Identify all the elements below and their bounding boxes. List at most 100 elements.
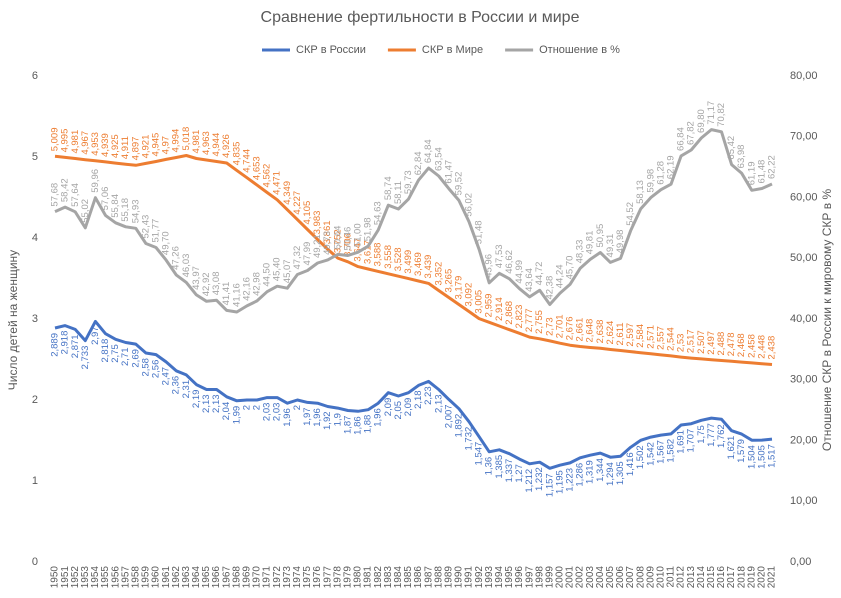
data-label: 54,63 [373,201,384,225]
data-label: 41,41 [221,282,232,306]
data-label: 4,945 [151,133,162,157]
data-label: 2,75 [110,344,121,363]
x-tick-label: 2020 [756,566,767,589]
data-label: 47,32 [292,246,303,270]
data-label: 56,02 [464,193,475,217]
data-label: 45,40 [272,257,283,281]
data-label: 1,732 [464,427,475,451]
data-label: 1,517 [766,444,777,468]
data-label: 1,75 [696,425,707,444]
data-label: 42,16 [241,277,252,301]
data-label: 4,897 [130,137,141,161]
data-label: 2,755 [534,310,545,334]
x-tick-label: 1994 [494,566,505,589]
data-label: 63,98 [736,145,747,169]
data-label: 4,921 [140,135,151,159]
data-label: 2,733 [80,346,91,370]
data-label: 55,02 [80,199,91,223]
data-label: 50,95 [595,224,606,248]
data-label: 62,19 [665,155,676,179]
data-label: 2,53 [676,334,687,353]
data-label: 1,892 [453,414,464,438]
data-label: 2,557 [655,326,666,350]
x-tick-label: 1983 [383,566,394,589]
x-tick-label: 1970 [252,566,263,589]
data-label: 1,88 [363,415,374,434]
data-label: 2,03 [262,403,273,422]
data-label: 2,468 [736,333,747,357]
data-label: 46,62 [504,250,515,274]
data-label: 4,981 [70,130,81,154]
data-label: 52,43 [140,215,151,239]
data-label: 1,762 [716,424,727,448]
x-tick-label: 1950 [50,566,61,589]
data-label: 61,28 [655,161,666,185]
data-label: 4,939 [100,133,111,157]
data-label: 2,19 [191,390,202,409]
data-label: 58,13 [635,180,646,204]
data-label: 2,03 [272,403,283,422]
data-label: 1,223 [565,468,576,492]
data-label: 1,36 [484,457,495,476]
data-label: 1,195 [554,470,565,494]
x-tick-label: 2009 [645,566,656,589]
data-label: 2,18 [413,390,424,409]
data-label: 4,744 [241,149,252,173]
data-label: 1,86 [352,416,363,435]
x-tick-label: 2004 [595,566,606,589]
data-label: 49,70 [161,231,172,255]
data-label: 1,707 [686,429,697,453]
data-label: 2,05 [393,401,404,420]
x-tick-label: 2005 [605,566,616,589]
data-label: 2,777 [524,308,535,332]
data-label: 2,04 [221,402,232,421]
data-label: 2,959 [484,294,495,318]
data-label: 55,18 [120,198,131,222]
data-label: 4,994 [171,129,182,153]
x-tick-label: 2002 [575,566,586,589]
data-label: 3,179 [453,276,464,300]
x-tick-label: 2012 [676,566,687,589]
x-tick-label: 1968 [231,566,242,589]
data-label: 2,69 [130,349,141,368]
data-label: 55,84 [110,194,121,218]
x-tick-label: 1977 [322,566,333,589]
data-label: 46,03 [181,254,192,278]
data-label: 2,13 [211,394,222,413]
data-label: 1,232 [534,467,545,491]
x-tick-label: 1965 [201,566,212,589]
data-label: 3,092 [464,283,475,307]
data-label: 2,918 [60,331,71,355]
data-label: 57,64 [70,183,81,207]
x-tick-label: 2003 [585,566,596,589]
data-label: 2,31 [181,380,192,399]
data-label: 50,64 [332,226,343,250]
data-label: 54,93 [130,200,141,224]
data-label: 58,42 [60,178,71,202]
data-label: 4,653 [252,156,263,180]
data-label: 3,558 [383,245,394,269]
data-label: 4,981 [191,130,202,154]
x-tick-label: 1976 [312,566,323,589]
x-tick-label: 1998 [534,566,545,589]
data-label: 4,995 [60,129,71,153]
data-label: 42,38 [544,276,555,300]
x-tick-label: 2007 [625,566,636,589]
x-tick-label: 2010 [656,566,667,589]
data-label: 3,499 [403,250,414,274]
y-tick-label: 5 [32,151,38,163]
y2-tick-label: 40,00 [790,313,818,325]
data-label: 1,294 [605,462,616,486]
data-label: 1,96 [312,408,323,427]
data-label: 47,26 [171,246,182,270]
data-label: 2 [292,405,303,410]
x-tick-label: 1954 [90,566,101,589]
data-label: 2,701 [554,314,565,338]
data-label: 2,97 [90,326,101,345]
data-label: 2,818 [100,339,111,363]
data-label: 2,36 [171,376,182,395]
x-tick-label: 1985 [403,566,414,589]
x-tick-label: 1964 [191,566,202,589]
x-tick-label: 1980 [353,566,364,589]
data-label: 49,73 [322,231,333,255]
